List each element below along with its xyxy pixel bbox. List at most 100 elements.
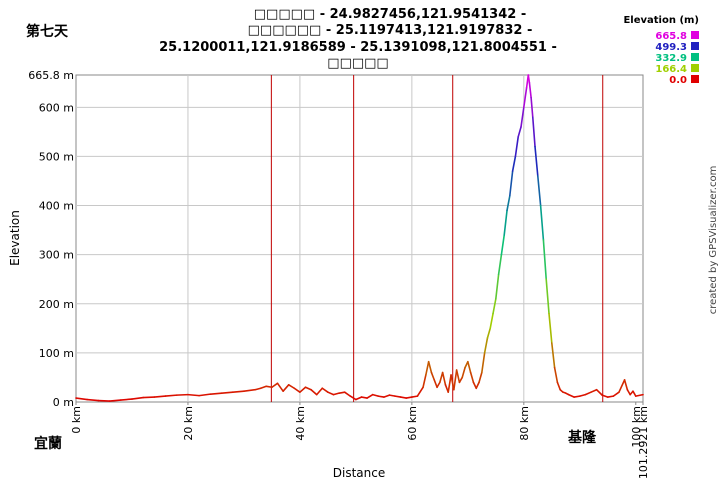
- legend-swatch-2: [691, 42, 699, 50]
- x-tick-label: 101.2921 km: [637, 406, 650, 479]
- plot-area: [75, 74, 644, 403]
- marker-lines: [270, 75, 604, 402]
- legend-label-5: 0.0: [669, 75, 687, 86]
- elevation-segment: [276, 382, 284, 392]
- elevation-segment: [349, 395, 357, 401]
- y-tick-label: 300 m: [39, 249, 74, 262]
- legend-swatch-3: [691, 53, 699, 61]
- elevation-segment: [573, 395, 581, 398]
- y-axis-label: Elevation: [8, 210, 22, 266]
- x-tick-label: 20 km: [182, 406, 195, 441]
- elevation-segment: [187, 393, 200, 397]
- elevation-segment: [271, 382, 279, 389]
- elevation-segment: [338, 391, 346, 394]
- elevation-segment: [511, 155, 517, 172]
- elevation-segment: [436, 381, 441, 389]
- elevation-segment: [427, 360, 433, 374]
- elevation-segment: [478, 371, 483, 384]
- elevation-segment: [492, 298, 497, 315]
- elevation-segment: [467, 360, 472, 374]
- elevation-segment: [584, 391, 592, 396]
- elevation-segment: [304, 386, 312, 391]
- elevation-segment: [539, 204, 545, 241]
- elevation-segment: [394, 395, 402, 398]
- elevation-segment: [405, 396, 413, 399]
- elevation-segment: [506, 194, 511, 212]
- elevation-segment: [383, 394, 391, 398]
- elevation-segment: [321, 387, 329, 393]
- y-tick-label: 200 m: [39, 298, 74, 311]
- elevation-segment: [606, 395, 615, 398]
- elevation-segment: [612, 391, 620, 397]
- elevation-segment: [514, 135, 520, 158]
- x-tick-label: 80 km: [518, 406, 531, 441]
- elevation-segment: [422, 374, 427, 389]
- elevation-segment: [259, 385, 268, 390]
- elevation-segment: [355, 396, 363, 401]
- elevation-segment: [623, 379, 629, 391]
- legend: Elevation (m) 665.8 499.3 332.9 166.4 0.…: [623, 15, 699, 86]
- elevation-segment: [551, 342, 556, 369]
- elevation-segment: [475, 381, 480, 390]
- elevation-segment: [553, 366, 559, 384]
- elevation-segment: [75, 397, 88, 401]
- elevation-segment: [220, 391, 234, 394]
- elevation-segment: [299, 386, 307, 393]
- elevation-segment: [556, 381, 561, 391]
- start-place-label: 宜蘭: [34, 435, 62, 452]
- x-tick-label: 40 km: [294, 406, 307, 441]
- elevation-segment: [243, 388, 256, 392]
- elevation-segment: [388, 394, 396, 397]
- elevation-segment: [530, 96, 534, 118]
- elevation-segment: [86, 398, 100, 402]
- elevation-segment: [509, 170, 514, 197]
- elevation-segment: [332, 392, 340, 396]
- elevation-segment: [567, 393, 575, 398]
- elevation-segment: [287, 384, 296, 390]
- elevation-segment: [343, 391, 352, 397]
- elevation-segment: [472, 381, 478, 390]
- elevation-segment: [489, 312, 494, 330]
- legend-title: Elevation (m): [623, 15, 699, 26]
- elevation-segment: [469, 371, 475, 384]
- elevation-segment: [461, 366, 466, 379]
- end-place-label: 基隆: [568, 429, 597, 446]
- elevation-segment: [377, 395, 385, 398]
- elevation-segment: [366, 393, 374, 399]
- elevation-segment: [517, 126, 522, 138]
- elevation-segment: [534, 145, 539, 177]
- chart-title-line-3: 25.1200011,121.9186589 - 25.1391098,121.…: [159, 40, 557, 55]
- elevation-segment: [371, 393, 380, 397]
- elevation-segment: [500, 234, 506, 256]
- legend-label-2: 499.3: [655, 42, 687, 53]
- elevation-segment: [455, 369, 461, 384]
- elevation-segment: [528, 81, 532, 99]
- elevation-segment: [545, 278, 550, 315]
- elevation-segment: [425, 360, 430, 376]
- day-label: 第七天: [26, 23, 69, 40]
- elevation-segment: [231, 390, 245, 393]
- legend-swatch-5: [691, 75, 699, 83]
- elevation-segment: [310, 388, 318, 396]
- x-tick-label: 60 km: [406, 406, 419, 441]
- elevation-segment: [198, 393, 212, 397]
- elevation-segment: [542, 239, 548, 281]
- chart-title-line-4: □□□□□: [327, 56, 388, 71]
- elevation-segment: [626, 388, 631, 396]
- elevation-segment: [360, 396, 368, 399]
- elevation-segment: [399, 396, 408, 399]
- elevation-segment: [439, 371, 444, 384]
- elevation-segment: [527, 74, 531, 84]
- elevation-segment: [481, 352, 486, 374]
- chart-title-line-1: □□□□□ - 24.9827456,121.9541342 -: [254, 7, 526, 22]
- elevation-segment: [453, 369, 458, 391]
- elevation-segment: [441, 371, 447, 386]
- elevation-segment: [430, 371, 436, 381]
- elevation-profile: [75, 74, 644, 402]
- x-tick-label: 0 km: [70, 406, 83, 434]
- elevation-segment: [327, 391, 335, 396]
- legend-label-1: 665.8: [655, 31, 687, 42]
- elevation-segment: [131, 396, 144, 400]
- elevation-segment: [618, 379, 626, 393]
